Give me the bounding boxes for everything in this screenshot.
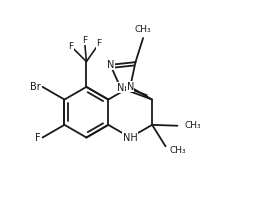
Text: Br: Br	[30, 82, 41, 92]
Text: CH₃: CH₃	[169, 146, 186, 154]
Text: F: F	[82, 36, 87, 45]
Text: CH₃: CH₃	[135, 25, 151, 34]
Text: F: F	[69, 42, 74, 51]
Text: N: N	[127, 82, 134, 92]
Text: CH₃: CH₃	[184, 121, 201, 130]
Text: N: N	[117, 83, 124, 93]
Text: NH: NH	[123, 132, 138, 143]
Text: N: N	[107, 60, 114, 70]
Text: F: F	[35, 132, 41, 143]
Text: F: F	[96, 39, 101, 48]
